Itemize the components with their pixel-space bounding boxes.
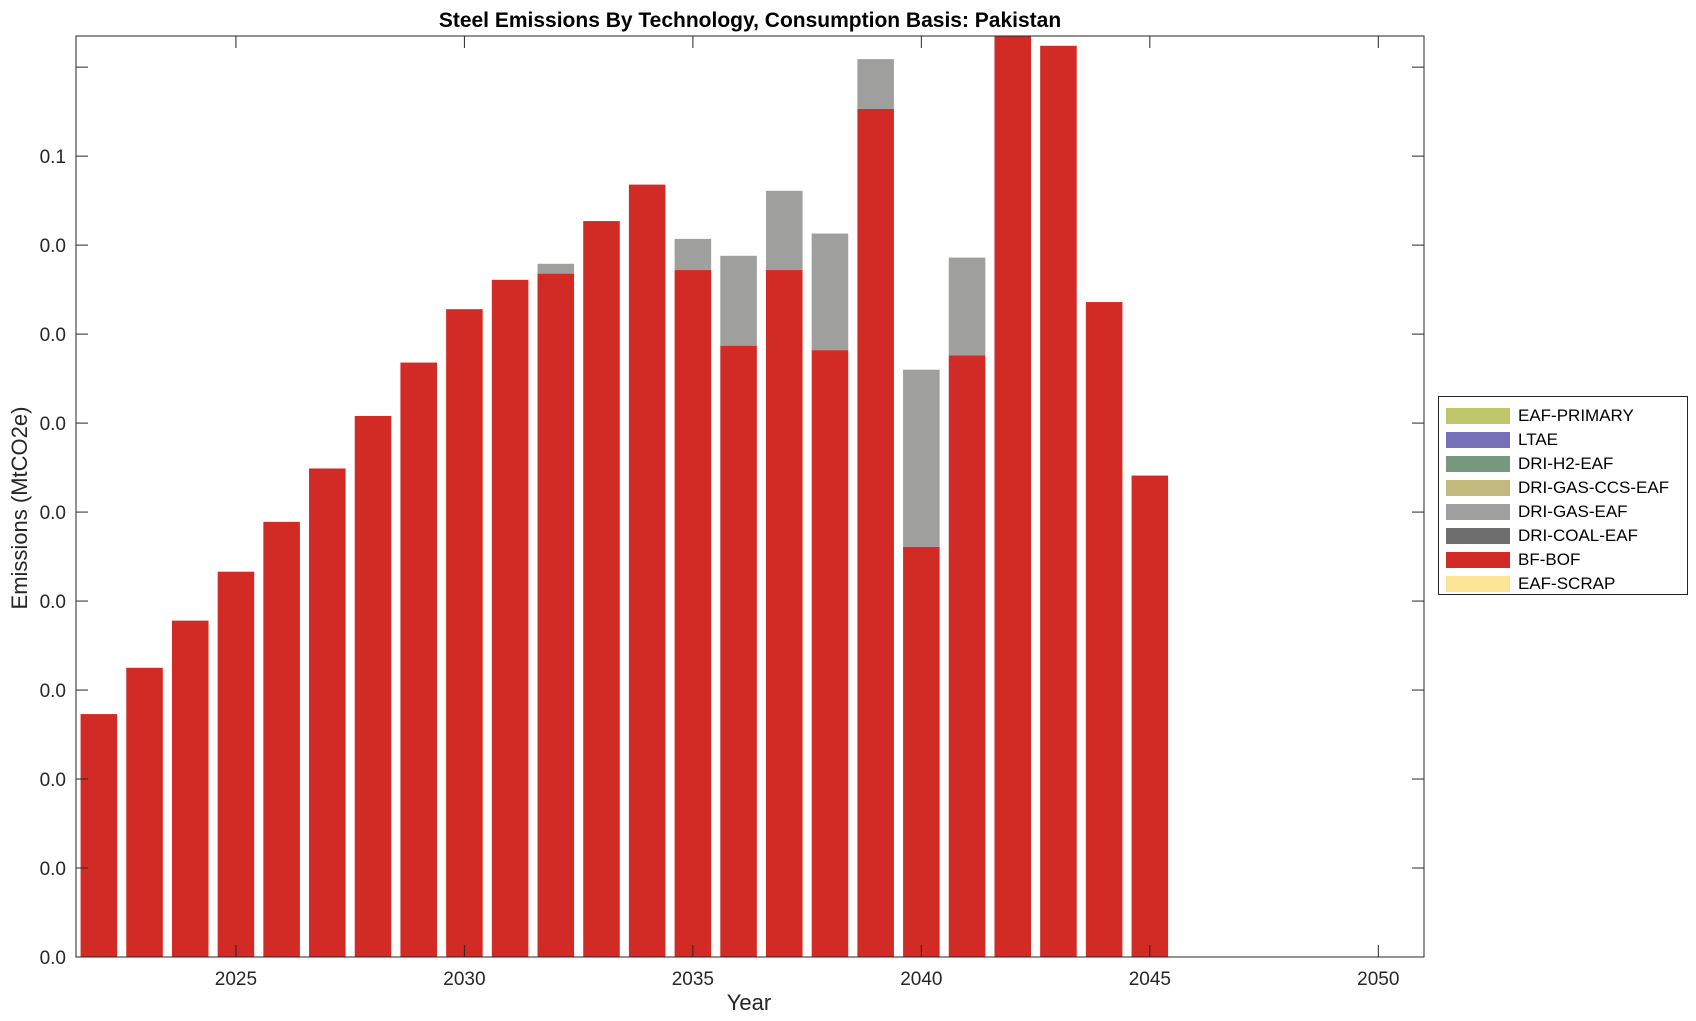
bar-bf-bof-2030 <box>446 309 483 957</box>
bar-dri-gas-eaf-2035 <box>674 238 712 271</box>
bar-bf-bof-2033 <box>583 221 620 958</box>
bar-bf-bof-2027 <box>309 468 346 957</box>
y-tick-label-0: 0.0 <box>40 948 66 969</box>
y-tick-label-4: 0.0 <box>40 592 66 613</box>
bar-dri-gas-eaf-2041 <box>948 257 986 356</box>
y-tick-label-7: 0.0 <box>40 325 66 346</box>
bar-bf-bof-2025 <box>217 571 255 957</box>
bar-bf-bof-2040 <box>903 546 940 957</box>
legend-swatch-icon <box>1446 408 1510 424</box>
y-tick-label-8: 0.0 <box>40 236 66 257</box>
bars-group <box>80 36 1169 958</box>
legend-label: DRI-GAS-CCS-EAF <box>1518 478 1670 497</box>
legend-label: BF-BOF <box>1518 550 1581 569</box>
legend-swatch-icon <box>1446 504 1510 520</box>
legend-label: DRI-GAS-EAF <box>1518 502 1628 521</box>
bar-bf-bof-2032 <box>537 273 575 957</box>
legend-item-dri-gas-eaf: DRI-GAS-EAF <box>1446 501 1628 523</box>
legend-item-dri-h2-eaf: DRI-H2-EAF <box>1446 453 1613 475</box>
y-tick-label-9: 0.1 <box>40 147 66 168</box>
bar-dri-gas-eaf-2032 <box>537 263 575 274</box>
bar-bf-bof-2028 <box>354 415 392 957</box>
legend-item-ltae: LTAE <box>1446 429 1558 451</box>
legend-item-bf-bof: BF-BOF <box>1446 549 1580 571</box>
axes-box <box>75 35 1425 958</box>
bar-bf-bof-2035 <box>674 270 712 958</box>
bar-dri-gas-eaf-2037 <box>765 190 803 271</box>
x-tick-label-2030: 2030 <box>443 969 485 990</box>
bar-bf-bof-2041 <box>948 355 986 957</box>
bar-bf-bof-2031 <box>491 279 529 957</box>
legend-item-dri-coal-eaf: DRI-COAL-EAF <box>1446 525 1638 547</box>
legend-swatch-icon <box>1446 456 1510 472</box>
bar-bf-bof-2044 <box>1085 302 1123 958</box>
bar-dri-gas-eaf-2040 <box>903 369 940 547</box>
bar-dri-gas-eaf-2038 <box>811 233 849 351</box>
bar-bf-bof-2042 <box>994 36 1032 957</box>
x-tick-label-2045: 2045 <box>1129 969 1171 990</box>
bar-bf-bof-2038 <box>811 350 849 957</box>
axes-group: 2025 2030 2035 2040 2045 2050 0.0 0.0 0.0 0.0 0.0 0… <box>40 35 1425 990</box>
y-tick-label-3: 0.0 <box>40 681 66 702</box>
bar-bf-bof-2022 <box>80 714 118 957</box>
x-axis-label: Year <box>727 990 771 1015</box>
legend-swatch-icon <box>1446 528 1510 544</box>
bar-dri-gas-eaf-2039 <box>857 59 894 109</box>
legend-swatch-icon <box>1446 552 1510 568</box>
legend-label: EAF-SCRAP <box>1518 574 1616 593</box>
bar-bf-bof-2029 <box>400 362 437 958</box>
bar-bf-bof-2026 <box>263 521 300 957</box>
legend-label: EAF-PRIMARY <box>1518 406 1634 425</box>
x-tick-label-2025: 2025 <box>215 969 257 990</box>
legend-label: DRI-H2-EAF <box>1518 454 1614 473</box>
bar-dri-gas-eaf-2036 <box>720 255 757 346</box>
bar-bf-bof-2036 <box>720 345 757 957</box>
legend-item-eaf-scrap: EAF-SCRAP <box>1446 573 1615 595</box>
bar-bf-bof-2034 <box>628 184 666 957</box>
legend: EAF-PRIMARY LTAE DRI-H2-EAF DRI-GAS-CCS-EAF… <box>1438 396 1688 595</box>
x-tick-label-2035: 2035 <box>672 969 714 990</box>
y-tick-label-6: 0.0 <box>40 414 66 435</box>
bar-bf-bof-2037 <box>765 270 803 958</box>
legend-item-eaf-primary: EAF-PRIMARY <box>1446 405 1634 427</box>
bar-bf-bof-2043 <box>1040 45 1077 958</box>
x-tick-label-2050: 2050 <box>1357 969 1399 990</box>
x-tick-label-2040: 2040 <box>900 969 942 990</box>
y-axis-label: Emissions (MtCO2e) <box>7 407 32 610</box>
y-tick-label-2: 0.0 <box>40 770 66 791</box>
legend-item-dri-gas-ccs-eaf: DRI-GAS-CCS-EAF <box>1446 477 1669 499</box>
y-tick-label-5: 0.0 <box>40 503 66 524</box>
bar-bf-bof-2045 <box>1131 475 1169 957</box>
legend-label: DRI-COAL-EAF <box>1518 526 1638 545</box>
legend-swatch-icon <box>1446 480 1510 496</box>
bar-bf-bof-2023 <box>126 667 163 957</box>
legend-label: LTAE <box>1518 430 1558 449</box>
legend-swatch-icon <box>1446 576 1510 592</box>
legend-swatch-icon <box>1446 432 1510 448</box>
chart-title: Steel Emissions By Technology, Consumpti… <box>439 9 1061 32</box>
bar-bf-bof-2039 <box>857 108 894 957</box>
y-tick-label-1: 0.0 <box>40 859 66 880</box>
bar-bf-bof-2024 <box>171 620 209 957</box>
